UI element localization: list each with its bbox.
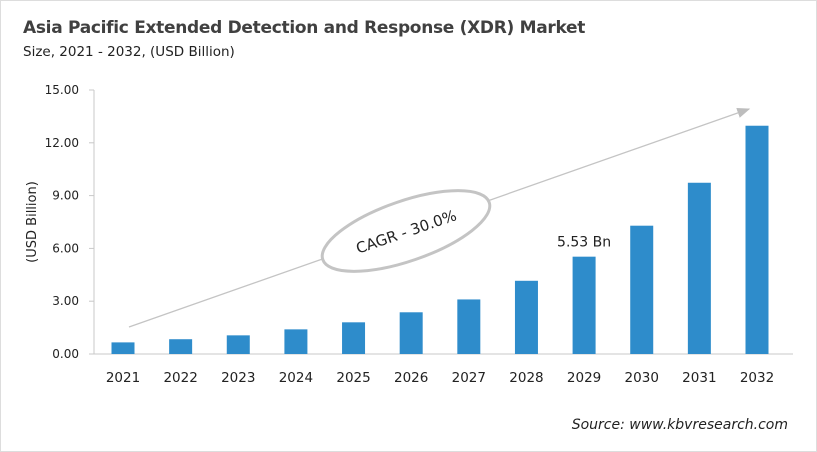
- bar-2025: [342, 322, 366, 354]
- bar-2028: [514, 280, 538, 354]
- x-tick-label: 2029: [567, 370, 601, 386]
- x-tick-label: 2022: [163, 370, 197, 386]
- bar-2024: [284, 329, 308, 354]
- cagr-ellipse: [320, 189, 492, 273]
- bar-2021: [111, 342, 135, 354]
- y-tick-label: 12.00: [45, 136, 79, 150]
- y-axis-label: (USD Billion): [25, 181, 40, 263]
- x-tick-label: 2023: [221, 370, 255, 386]
- bar-2027: [457, 299, 481, 354]
- x-tick-label: 2025: [336, 370, 370, 386]
- source-text: Source: www.kbvresearch.com: [571, 417, 788, 433]
- chart-title: Asia Pacific Extended Detection and Resp…: [23, 18, 586, 38]
- x-tick-label: 2030: [625, 370, 659, 386]
- y-tick-label: 3.00: [52, 294, 79, 308]
- y-tick-label: 6.00: [52, 241, 79, 255]
- bar-2026: [399, 312, 423, 354]
- x-tick-label: 2027: [452, 370, 486, 386]
- x-tick-label: 2026: [394, 370, 428, 386]
- x-tick-label: 2021: [106, 370, 140, 386]
- bar-2029: [572, 256, 596, 354]
- y-tick-label: 0.00: [52, 347, 79, 361]
- y-tick-label: 9.00: [52, 189, 79, 203]
- x-tick-label: 2028: [509, 370, 543, 386]
- x-tick-label: 2024: [279, 370, 313, 386]
- bar-2031: [687, 182, 711, 354]
- bar-2030: [630, 225, 654, 354]
- x-tick-label: 2031: [682, 370, 716, 386]
- bar-2032: [745, 125, 769, 354]
- x-tick-label: 2032: [740, 370, 774, 386]
- chart-subtitle: Size, 2021 - 2032, (USD Billion): [23, 44, 235, 60]
- y-tick-label: 15.00: [45, 83, 79, 97]
- data-label: 5.53 Bn: [557, 235, 611, 251]
- bar-2022: [169, 339, 193, 354]
- bar-2023: [226, 335, 250, 354]
